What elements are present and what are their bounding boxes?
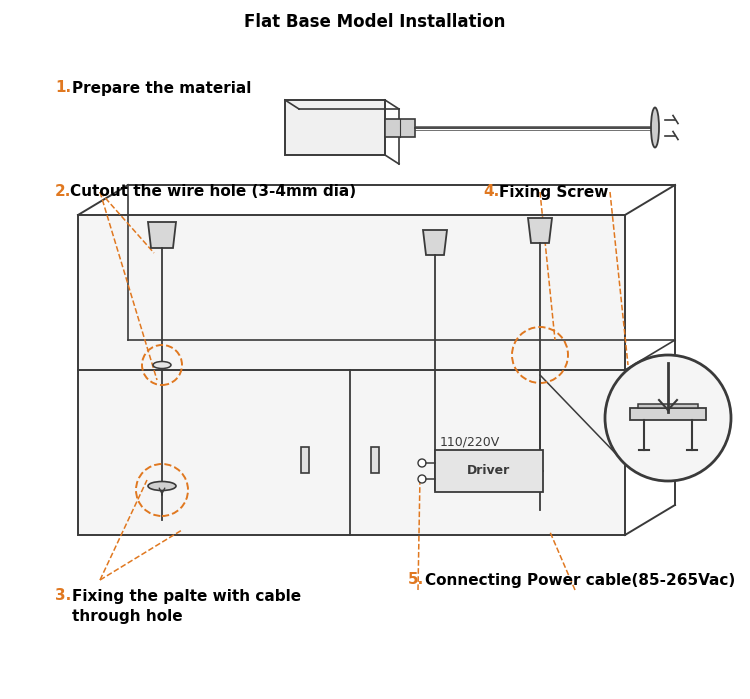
Polygon shape (528, 218, 552, 243)
Bar (630, 408, 706, 420)
Bar (385, 119, 415, 136)
Text: Fixing Screw: Fixing Screw (499, 185, 608, 199)
Text: Connecting Power cable(85-265Vac): Connecting Power cable(85-265Vac) (425, 572, 735, 587)
Text: Prepare the material: Prepare the material (72, 80, 251, 96)
Bar (435, 450, 543, 492)
Bar (285, 100, 385, 155)
Ellipse shape (148, 482, 176, 491)
Circle shape (418, 459, 426, 467)
Bar (301, 447, 309, 473)
Text: Cutout the wire hole (3-4mm dia): Cutout the wire hole (3-4mm dia) (70, 185, 356, 199)
Text: Driver: Driver (467, 465, 511, 477)
Text: through hole: through hole (72, 609, 183, 624)
Ellipse shape (153, 361, 171, 368)
Circle shape (418, 475, 426, 483)
Polygon shape (423, 230, 447, 255)
Text: Fixing the palte with cable: Fixing the palte with cable (72, 589, 301, 603)
Text: 1.: 1. (55, 80, 71, 96)
Ellipse shape (651, 108, 659, 147)
Text: 3.: 3. (55, 589, 71, 603)
Text: 110/220V: 110/220V (440, 435, 500, 449)
Bar (638, 404, 698, 408)
Text: 4.: 4. (483, 185, 500, 199)
Text: Flat Base Model Installation: Flat Base Model Installation (244, 13, 506, 31)
Bar (78, 215, 625, 535)
Bar (371, 447, 379, 473)
Text: 5.: 5. (408, 572, 424, 587)
Text: 2.: 2. (55, 185, 71, 199)
Polygon shape (148, 222, 176, 248)
Circle shape (605, 355, 731, 481)
